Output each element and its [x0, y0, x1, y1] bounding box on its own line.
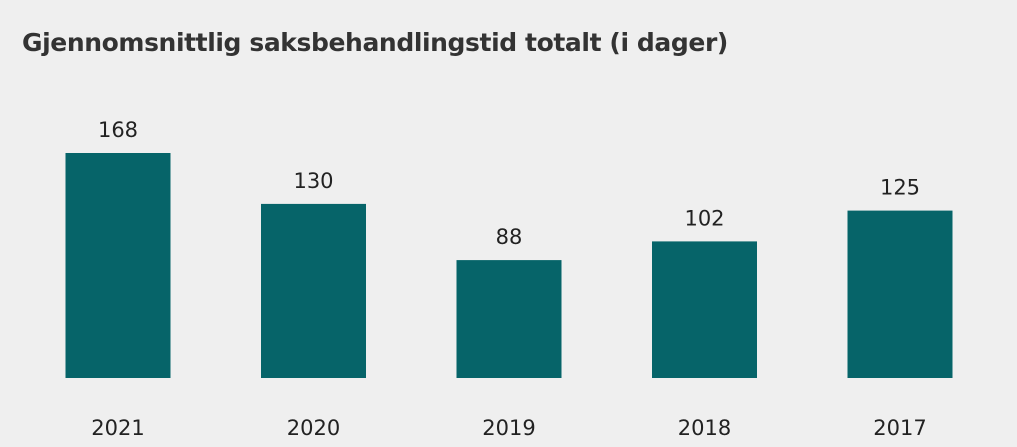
x-tick-label-2018: 2018 — [678, 416, 731, 440]
x-tick-label-2021: 2021 — [91, 416, 144, 440]
bar-2017 — [847, 210, 953, 378]
value-label-2020: 130 — [293, 169, 333, 193]
value-label-2019: 88 — [496, 225, 523, 249]
value-label-2018: 102 — [684, 206, 724, 230]
bar-2021 — [65, 153, 171, 378]
bar-2019 — [456, 260, 562, 378]
value-label-2021: 168 — [98, 118, 138, 142]
bar-2018 — [652, 241, 757, 378]
bar-2020 — [261, 203, 366, 378]
value-label-2017: 125 — [880, 176, 920, 200]
x-tick-label-2017: 2017 — [873, 416, 926, 440]
x-tick-label-2019: 2019 — [482, 416, 535, 440]
chart-title: Gjennomsnittlig saksbehandlingstid total… — [22, 28, 728, 57]
x-tick-label-2020: 2020 — [287, 416, 340, 440]
